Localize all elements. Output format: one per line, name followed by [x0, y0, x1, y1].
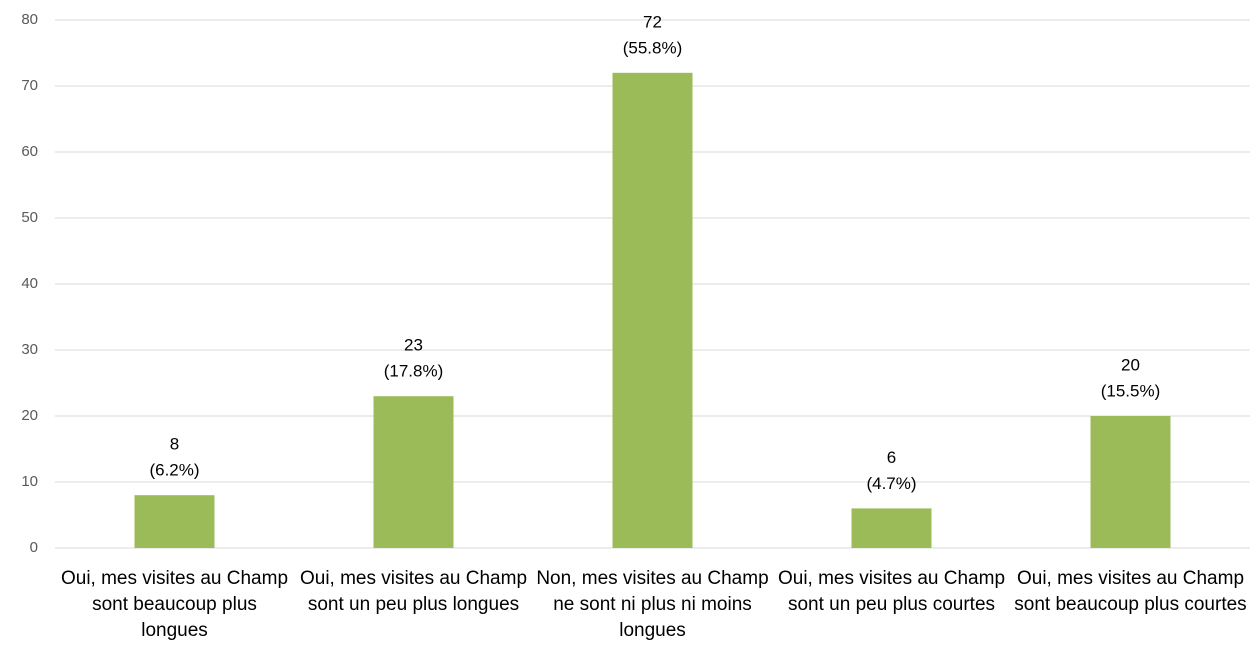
y-tick-label: 60 [21, 143, 38, 160]
share-label: (15.5%) [1101, 381, 1161, 400]
y-tick-label: 30 [21, 341, 38, 358]
bar [373, 396, 454, 548]
x-tick-label: Oui, mes visites au Champ sont beaucoup … [1014, 568, 1247, 615]
data-label: 20 [1121, 355, 1140, 374]
y-tick-label: 50 [21, 209, 38, 226]
bar [851, 508, 932, 548]
x-tick-label: Oui, mes visites au Champ sont un peu pl… [299, 568, 528, 615]
share-label: (6.2%) [149, 461, 199, 480]
share-label: (17.8%) [384, 362, 444, 381]
data-label: 23 [404, 336, 423, 355]
y-tick-label: 20 [21, 407, 38, 424]
x-tick-label: Oui, mes visites au Champ sont beaucoup … [60, 568, 289, 641]
y-tick-label: 80 [21, 11, 38, 28]
y-tick-label: 40 [21, 275, 38, 292]
data-label: 72 [643, 12, 662, 31]
bar [1090, 416, 1171, 548]
y-tick-label: 70 [21, 77, 38, 94]
x-tick-label: Non, mes visites au Champ ne sont ni plu… [536, 568, 769, 641]
bar [612, 72, 693, 549]
share-label: (4.7%) [866, 474, 916, 493]
data-label: 8 [170, 435, 179, 454]
x-tick-label: Oui, mes visites au Champ sont un peu pl… [777, 568, 1006, 615]
y-tick-label: 0 [30, 539, 38, 556]
data-label: 6 [887, 448, 896, 467]
y-tick-label: 10 [21, 473, 38, 490]
share-label: (55.8%) [623, 38, 683, 57]
bar [134, 495, 215, 548]
